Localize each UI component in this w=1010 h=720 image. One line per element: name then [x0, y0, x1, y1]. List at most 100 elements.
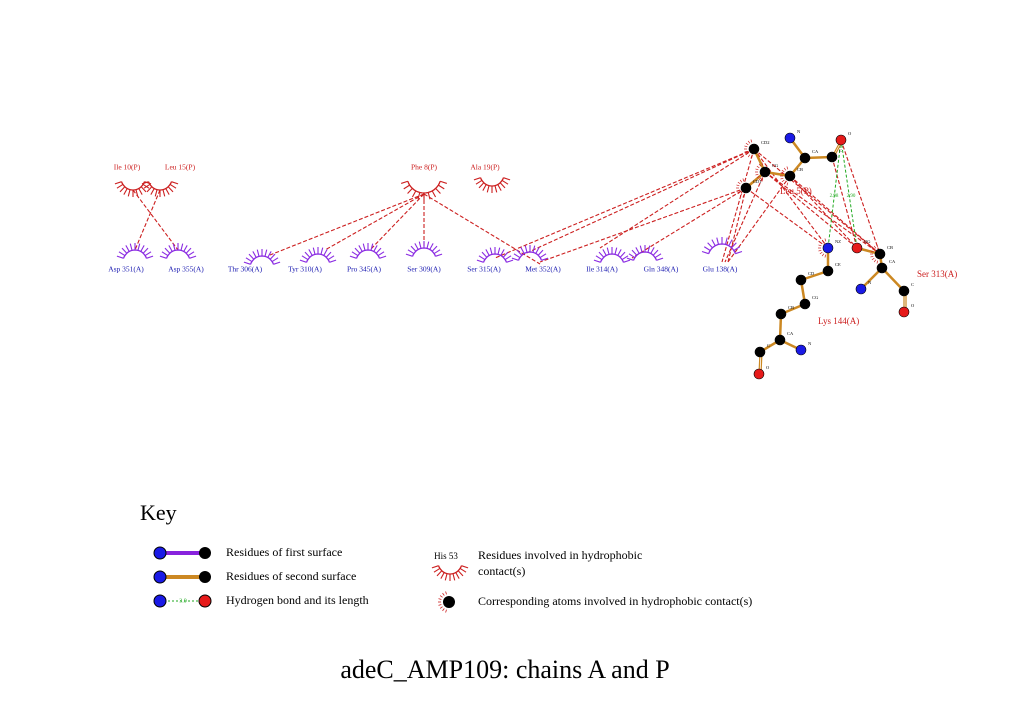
arc-spoke: [626, 257, 634, 261]
atom-label: N: [797, 129, 801, 134]
hydrophobic-contact: [369, 193, 425, 251]
arc-spoke: [299, 259, 307, 263]
arc-spoke: [142, 247, 149, 254]
arc-spoke: [168, 245, 173, 252]
atom-spoke: [736, 184, 740, 187]
arc-spoke: [731, 242, 737, 249]
arc-spoke: [121, 247, 128, 254]
arc-spoke: [127, 189, 131, 197]
atom-label: CD2: [761, 140, 770, 145]
atom: [874, 248, 886, 260]
arc-spoke: [701, 250, 709, 255]
arc-spoke: [116, 255, 124, 259]
atom-spoke: [737, 181, 741, 185]
atom-spoke: [736, 189, 740, 192]
key-atom-spoke: [438, 598, 442, 600]
atom-spoke: [873, 259, 877, 263]
arc-spoke: [703, 246, 711, 251]
key-atom-spoke: [439, 595, 443, 598]
atom-spoke: [745, 152, 749, 156]
arc-spoke: [728, 239, 733, 246]
hydrophobic-arc: [407, 181, 441, 194]
atom-spoke: [747, 140, 751, 144]
atom-label: CB: [887, 245, 893, 250]
atom-label: N: [868, 280, 872, 285]
atom-spoke: [871, 247, 875, 251]
atom: [795, 344, 807, 356]
key-label: Residues involved in hydrophobic: [478, 548, 642, 562]
hydrophobic-arc: [482, 253, 508, 263]
arc-spoke: [320, 247, 324, 255]
atom-label: CA: [889, 259, 896, 264]
key-atom-spoke: [439, 606, 443, 609]
hydrophobic-arc: [479, 177, 505, 187]
atom-spoke: [870, 255, 874, 258]
arc-spoke: [628, 253, 636, 259]
atom: [799, 152, 811, 164]
arc-spoke: [431, 245, 438, 252]
arc-spoke: [444, 573, 448, 581]
arc-spoke: [327, 255, 335, 261]
arc-spoke: [431, 190, 437, 198]
arc-spoke: [482, 184, 487, 191]
atom-spoke: [744, 145, 748, 148]
arc-spoke: [349, 255, 357, 259]
arc-spoke: [138, 188, 143, 195]
arc-spoke: [123, 188, 128, 195]
arc-spoke: [116, 183, 124, 189]
figure-title: adeC_AMP109: chains A and P: [340, 655, 669, 684]
atom-label: CD1: [753, 179, 762, 184]
arc-spoke: [436, 570, 443, 577]
arc-spoke: [165, 188, 170, 195]
arc-spoke: [650, 247, 655, 254]
arc-spoke: [541, 257, 549, 261]
arc-spoke: [407, 249, 415, 255]
atom-label: C: [911, 282, 914, 287]
arc-spoke: [411, 190, 417, 198]
arc-spoke: [245, 257, 253, 263]
arc-spoke: [452, 573, 456, 581]
key-atom: [153, 570, 167, 584]
atom-spoke: [750, 139, 753, 143]
atom-spoke: [876, 260, 879, 264]
atom-label: CA: [812, 149, 819, 154]
arc-spoke: [358, 245, 363, 252]
key-title: Key: [140, 500, 177, 525]
arc-spoke: [438, 184, 445, 190]
atom-spoke: [786, 182, 789, 186]
arc-spoke: [639, 245, 643, 253]
key-hydrophobic-atom: [443, 596, 455, 608]
arc-spoke: [144, 251, 152, 257]
hydrophobic-contact: [539, 187, 747, 263]
atom-spoke: [781, 179, 785, 183]
arc-spoke: [146, 255, 154, 259]
hydrophobic-contact: [753, 148, 881, 255]
arc-spoke: [435, 253, 443, 257]
atom-spoke: [756, 165, 760, 169]
atom-label: CE: [835, 262, 841, 267]
arc-spoke: [162, 189, 166, 197]
atom: [795, 274, 807, 286]
atom-spoke: [758, 177, 762, 181]
arc-spoke: [426, 241, 430, 249]
atom-spoke: [739, 179, 743, 183]
residue-label: Met 352(A): [525, 265, 561, 274]
arc-spoke: [733, 246, 741, 251]
arc-spoke: [532, 245, 536, 253]
arc-spoke: [520, 247, 525, 254]
arc-spoke: [485, 249, 490, 256]
hydrophobic-arc: [599, 253, 625, 263]
arc-spoke: [501, 179, 509, 185]
atom-spoke: [755, 168, 759, 171]
hydrophobic-contact: [831, 156, 858, 249]
arc-spoke: [418, 241, 422, 249]
hydrophobic-contact: [753, 148, 829, 249]
atom-spoke: [781, 169, 785, 173]
arc-spoke: [172, 243, 176, 251]
hydrophobic-contact: [519, 148, 755, 257]
arc-spoke: [431, 565, 439, 569]
arc-spoke: [267, 251, 272, 258]
key-atom-spoke: [442, 592, 445, 596]
arc-spoke: [159, 255, 167, 259]
arc-spoke: [735, 250, 743, 255]
